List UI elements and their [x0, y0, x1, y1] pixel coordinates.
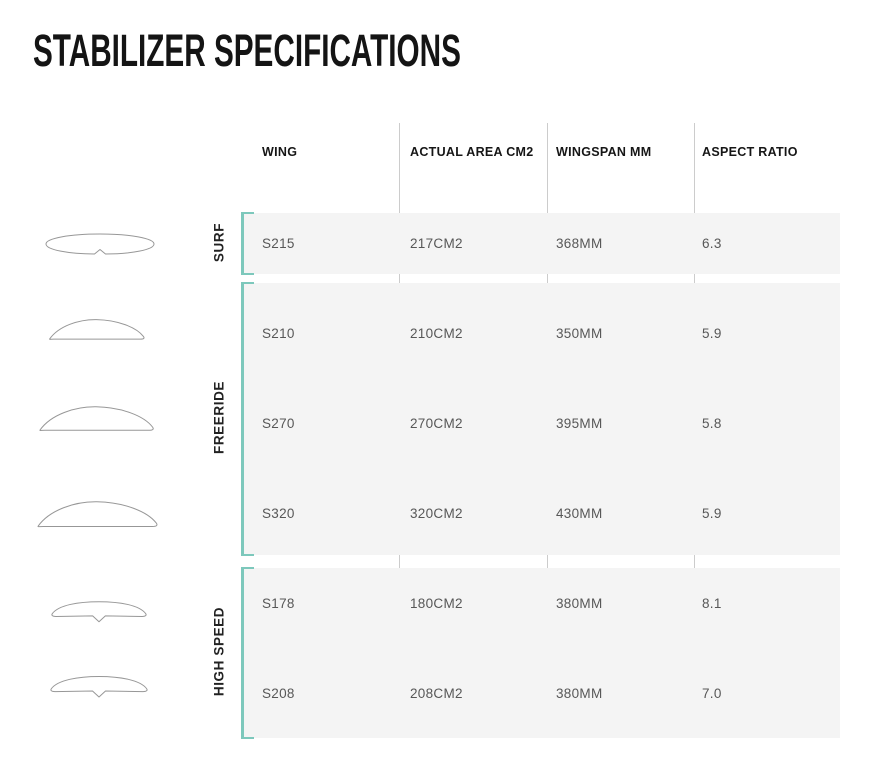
wing-silhouette-s178-icon [50, 599, 148, 623]
table-row: S178 180CM2 380MM 8.1 [0, 596, 870, 614]
page-title: STABILIZER SPECIFICATIONS [33, 25, 461, 76]
cell-aspect: 5.9 [702, 506, 722, 521]
table-header-row: WING ACTUAL AREA CM2 WINGSPAN MM ASPECT … [0, 145, 870, 161]
cell-area: 208CM2 [410, 686, 463, 701]
column-header-aspect-ratio: ASPECT RATIO [702, 145, 798, 159]
column-header-actual-area: ACTUAL AREA CM2 [410, 145, 534, 159]
cell-area: 320CM2 [410, 506, 463, 521]
table-row: S210 210CM2 350MM 5.9 [0, 326, 870, 344]
cell-area: 210CM2 [410, 326, 463, 341]
column-header-wing: WING [262, 145, 298, 159]
wing-silhouette-s215-icon [44, 232, 156, 256]
group-bracket-freeride [241, 282, 254, 556]
cell-area: 217CM2 [410, 236, 463, 251]
wing-silhouette-s270-icon [38, 403, 158, 432]
cell-aspect: 5.8 [702, 416, 722, 431]
cell-wing: S215 [262, 236, 295, 251]
wing-silhouette-s320-icon [36, 498, 162, 528]
wing-silhouette-s210-icon [48, 316, 148, 341]
cell-aspect: 6.3 [702, 236, 722, 251]
cell-wing: S178 [262, 596, 295, 611]
group-band-high-speed [244, 568, 840, 738]
wing-silhouette-s208-icon [46, 674, 152, 698]
table-row: S320 320CM2 430MM 5.9 [0, 506, 870, 524]
cell-aspect: 7.0 [702, 686, 722, 701]
group-band-freeride [244, 283, 840, 555]
cell-aspect: 5.9 [702, 326, 722, 341]
cell-wing: S208 [262, 686, 295, 701]
cell-wingspan: 380MM [556, 596, 603, 611]
cell-wing: S210 [262, 326, 295, 341]
group-band-surf [244, 213, 840, 274]
cell-wing: S270 [262, 416, 295, 431]
cell-wingspan: 350MM [556, 326, 603, 341]
table-row: S215 217CM2 368MM 6.3 [0, 236, 870, 254]
cell-wingspan: 395MM [556, 416, 603, 431]
cell-wingspan: 380MM [556, 686, 603, 701]
group-bracket-high-speed [241, 567, 254, 739]
cell-area: 270CM2 [410, 416, 463, 431]
cell-aspect: 8.1 [702, 596, 722, 611]
cell-wingspan: 430MM [556, 506, 603, 521]
cell-wing: S320 [262, 506, 295, 521]
column-header-wingspan: WINGSPAN MM [556, 145, 652, 159]
cell-wingspan: 368MM [556, 236, 603, 251]
table-row: S208 208CM2 380MM 7.0 [0, 686, 870, 704]
table-row: S270 270CM2 395MM 5.8 [0, 416, 870, 434]
cell-area: 180CM2 [410, 596, 463, 611]
group-bracket-surf [241, 212, 254, 275]
